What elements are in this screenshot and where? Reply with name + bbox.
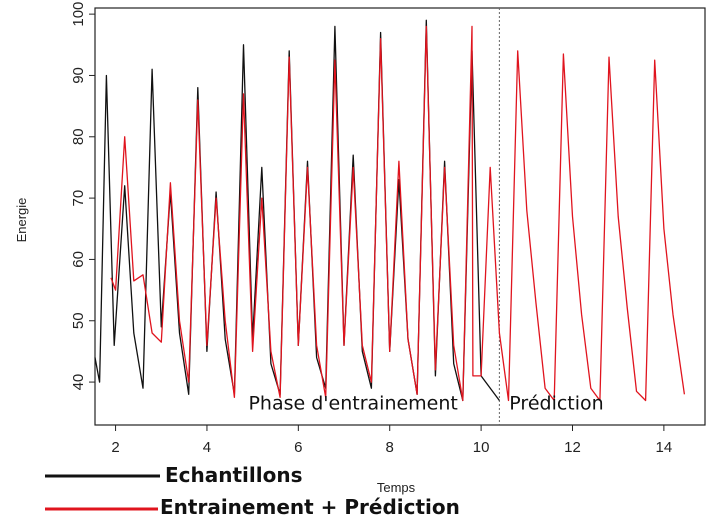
x-tick-label: 8: [386, 439, 394, 456]
y-tick-label: 70: [70, 190, 87, 207]
series-line-entrainement-prediction: [110, 25, 686, 402]
y-tick-label: 100: [70, 2, 87, 27]
y-tick-label: 80: [70, 128, 87, 145]
axis-ticks: 2 4 6 8 10 12 14 40 50 60 70 80 90 100: [70, 2, 672, 456]
y-tick-label: 60: [70, 251, 87, 268]
x-axis-label: Temps: [377, 480, 416, 495]
annotation-layer: Phase d'entrainement Prédiction: [248, 393, 603, 415]
x-tick-label: 4: [203, 439, 211, 456]
x-tick-label: 12: [564, 439, 581, 456]
x-tick-label: 10: [473, 439, 490, 456]
legend-label-prediction: Entrainement + Prédiction: [160, 495, 460, 517]
x-tick-label: 6: [294, 439, 302, 456]
series-line-echantillons: [94, 19, 500, 402]
plot-frame: [94, 7, 706, 426]
y-tick-label: 90: [70, 67, 87, 84]
x-tick-label: 14: [656, 439, 673, 456]
series-layer: [94, 19, 686, 402]
legend: Echantillons Entrainement + Prédiction: [45, 463, 460, 517]
annotation-training-phase: Phase d'entrainement: [248, 393, 457, 415]
annotation-prediction: Prédiction: [509, 393, 603, 415]
legend-label-echantillons: Echantillons: [165, 463, 303, 487]
y-tick-label: 40: [70, 374, 87, 391]
y-tick-label: 50: [70, 312, 87, 329]
x-tick-label: 2: [111, 439, 119, 456]
y-axis-label: Energie: [14, 198, 29, 243]
